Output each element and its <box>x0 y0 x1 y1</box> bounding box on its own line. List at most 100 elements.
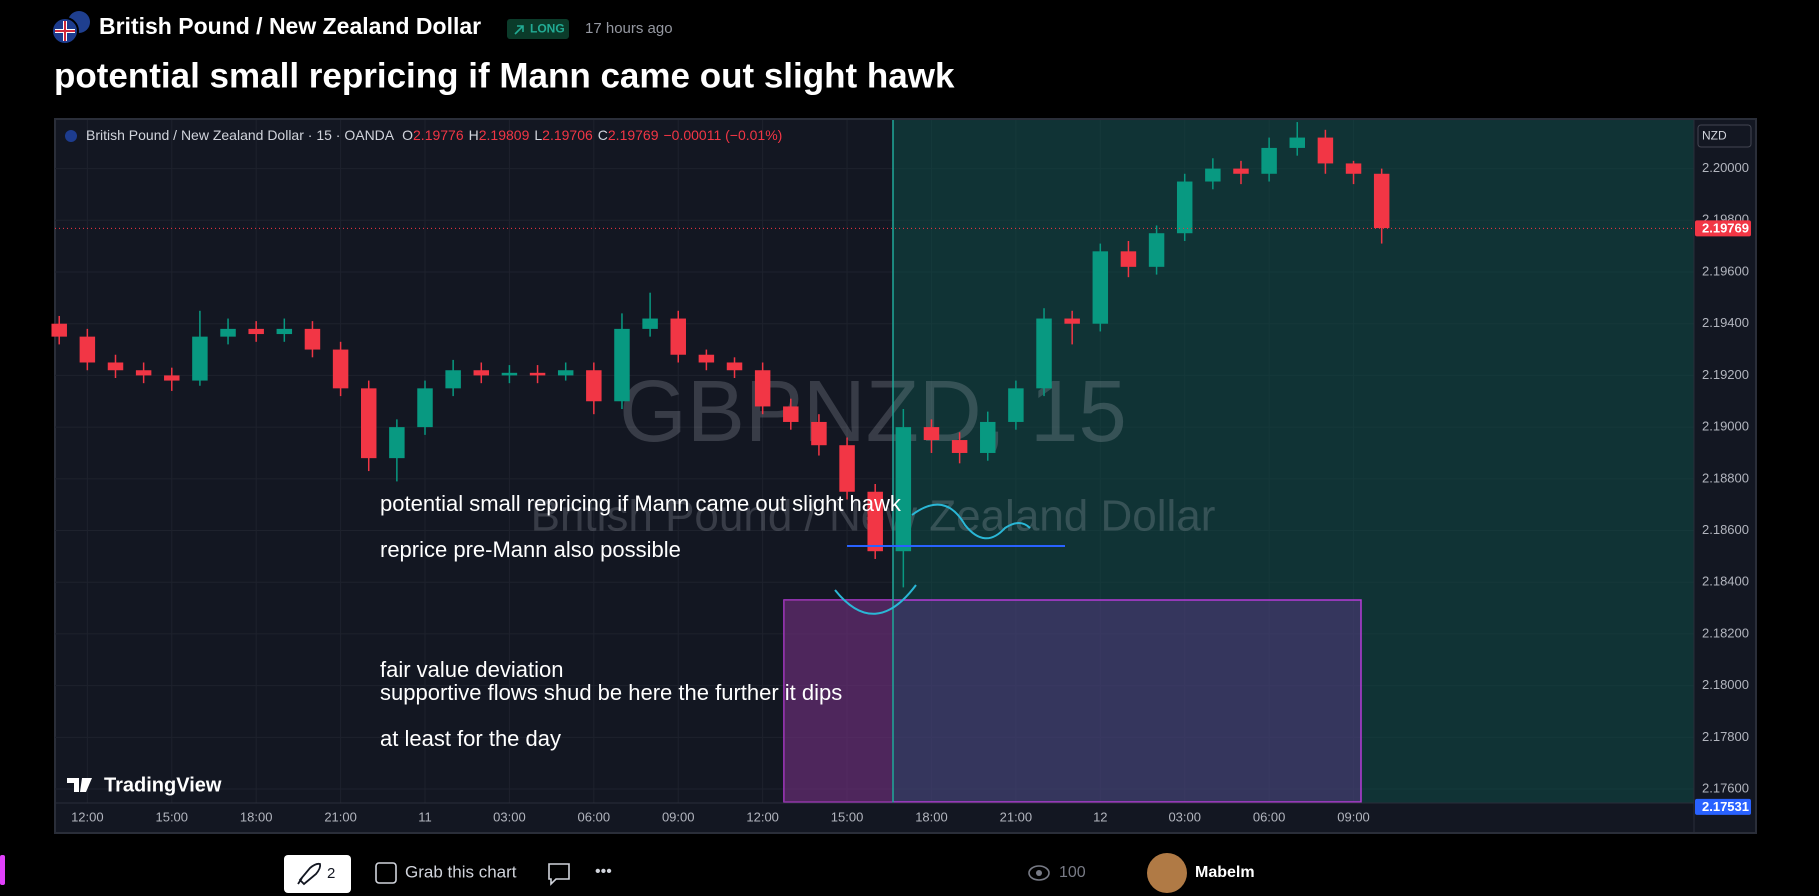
legend-key: H <box>469 127 479 143</box>
x-tick-label: 18:00 <box>915 809 948 824</box>
last-price-tag <box>1695 220 1751 237</box>
x-tick-label: 12:00 <box>71 809 104 824</box>
brand: TradingView <box>104 774 222 796</box>
legend-key: O <box>402 127 413 143</box>
more-button[interactable]: ••• <box>595 863 612 880</box>
flag-icon <box>51 11 90 45</box>
candle-body <box>248 328 264 335</box>
avatar[interactable] <box>1147 853 1187 893</box>
legend-key: L <box>534 127 542 143</box>
drawn-curve <box>834 584 917 615</box>
candle-body <box>783 406 799 422</box>
candle-body <box>360 388 377 459</box>
x-tick-label: 15:00 <box>155 809 188 824</box>
candle-body <box>1092 251 1109 324</box>
y-tick-label: 2.18800 <box>1702 470 1749 485</box>
y-tick-label: 2.19000 <box>1702 419 1749 434</box>
candle-body <box>1036 318 1052 389</box>
y-tick-label: 2.20000 <box>1702 160 1749 175</box>
candle-body <box>557 370 574 376</box>
candle-body <box>304 328 321 350</box>
side-tab <box>0 855 5 885</box>
boost-button[interactable] <box>284 855 351 893</box>
legend-change: −0.00011 (−0.01%) <box>664 127 783 143</box>
candle-body <box>811 421 827 446</box>
candle-body <box>389 427 405 459</box>
long-position-zone <box>893 120 1694 803</box>
legend-value: 2.19809 <box>479 127 530 143</box>
candle-body <box>1064 318 1080 324</box>
candle-body <box>586 370 602 402</box>
y-tick-label: 2.18200 <box>1702 625 1749 640</box>
candle-body <box>754 370 771 407</box>
symbol-title[interactable]: British Pound / New Zealand Dollar <box>99 13 481 39</box>
candle-body <box>867 491 883 552</box>
candle-body <box>670 318 686 355</box>
y-tick-label: 2.17600 <box>1702 780 1749 795</box>
candle-body <box>529 372 546 376</box>
legend-symbol: British Pound / New Zealand Dollar · 15 … <box>86 127 395 143</box>
candle-body <box>1289 137 1306 148</box>
currency-box[interactable] <box>1697 124 1752 148</box>
candles <box>51 122 1390 588</box>
legend-value: 2.19776 <box>413 127 464 143</box>
grab-chart[interactable]: Grab this chart <box>405 862 517 881</box>
candle-body <box>923 427 940 441</box>
candle-body <box>445 370 461 389</box>
badge-text: LONG <box>530 22 565 36</box>
candle-body <box>1205 168 1221 182</box>
candle-body <box>1261 147 1277 174</box>
author[interactable]: Mabelm <box>1195 864 1255 881</box>
candle-body <box>839 445 855 492</box>
grab-icon <box>375 862 397 884</box>
candle-body <box>951 440 968 453</box>
x-tick-label: 06:00 <box>578 809 611 824</box>
candle-body <box>1120 251 1137 267</box>
y-tick-label: 2.19600 <box>1702 263 1749 278</box>
time-ago: 17 hours ago <box>585 20 673 37</box>
legend-value: 2.19706 <box>542 127 593 143</box>
candle-body <box>501 372 518 376</box>
level-label: 2.17531 <box>1702 799 1749 814</box>
x-tick-label: 21:00 <box>324 809 357 824</box>
x-tick-label: 03:00 <box>493 809 526 824</box>
annotation: reprice pre-Mann also possible <box>380 537 681 562</box>
x-tick-label: 09:00 <box>1337 809 1370 824</box>
fvg-box-left <box>784 600 893 802</box>
candle-body <box>726 362 743 371</box>
legend-value: 2.19769 <box>608 127 659 143</box>
x-tick-label: 11 <box>418 809 432 824</box>
currency: NZD <box>1702 129 1727 143</box>
candle-body <box>1008 388 1024 422</box>
candle-body <box>1317 137 1334 164</box>
candle-body <box>135 370 152 376</box>
candle-body <box>417 388 433 428</box>
comment-icon[interactable] <box>548 863 570 886</box>
annotation: fair value deviation <box>380 657 563 682</box>
x-tick-label: 03:00 <box>1168 809 1201 824</box>
candle-body <box>79 336 96 363</box>
annotation: at least for the day <box>380 726 561 751</box>
x-tick-label: 06:00 <box>1253 809 1286 824</box>
candle-body <box>1176 181 1193 234</box>
x-tick-label: 18:00 <box>240 809 273 824</box>
idea-title: potential small repricing if Mann came o… <box>54 56 955 95</box>
candle-body <box>1148 233 1165 267</box>
last-price-label: 2.19769 <box>1702 220 1749 235</box>
candle-body <box>614 328 630 402</box>
candle-body <box>51 323 67 337</box>
arrow-icon <box>514 25 524 35</box>
views: 100 <box>1059 864 1086 881</box>
candle-body <box>332 349 349 389</box>
annotation: potential small repricing if Mann came o… <box>380 491 902 516</box>
candle-body <box>220 328 236 337</box>
candle-body <box>473 370 490 376</box>
x-tick-label: 15:00 <box>831 809 864 824</box>
candle-body <box>642 318 658 329</box>
long-badge <box>507 19 569 39</box>
y-tick-label: 2.17800 <box>1702 729 1749 744</box>
y-tick-label: 2.19400 <box>1702 315 1749 330</box>
candle-body <box>1373 173 1390 229</box>
